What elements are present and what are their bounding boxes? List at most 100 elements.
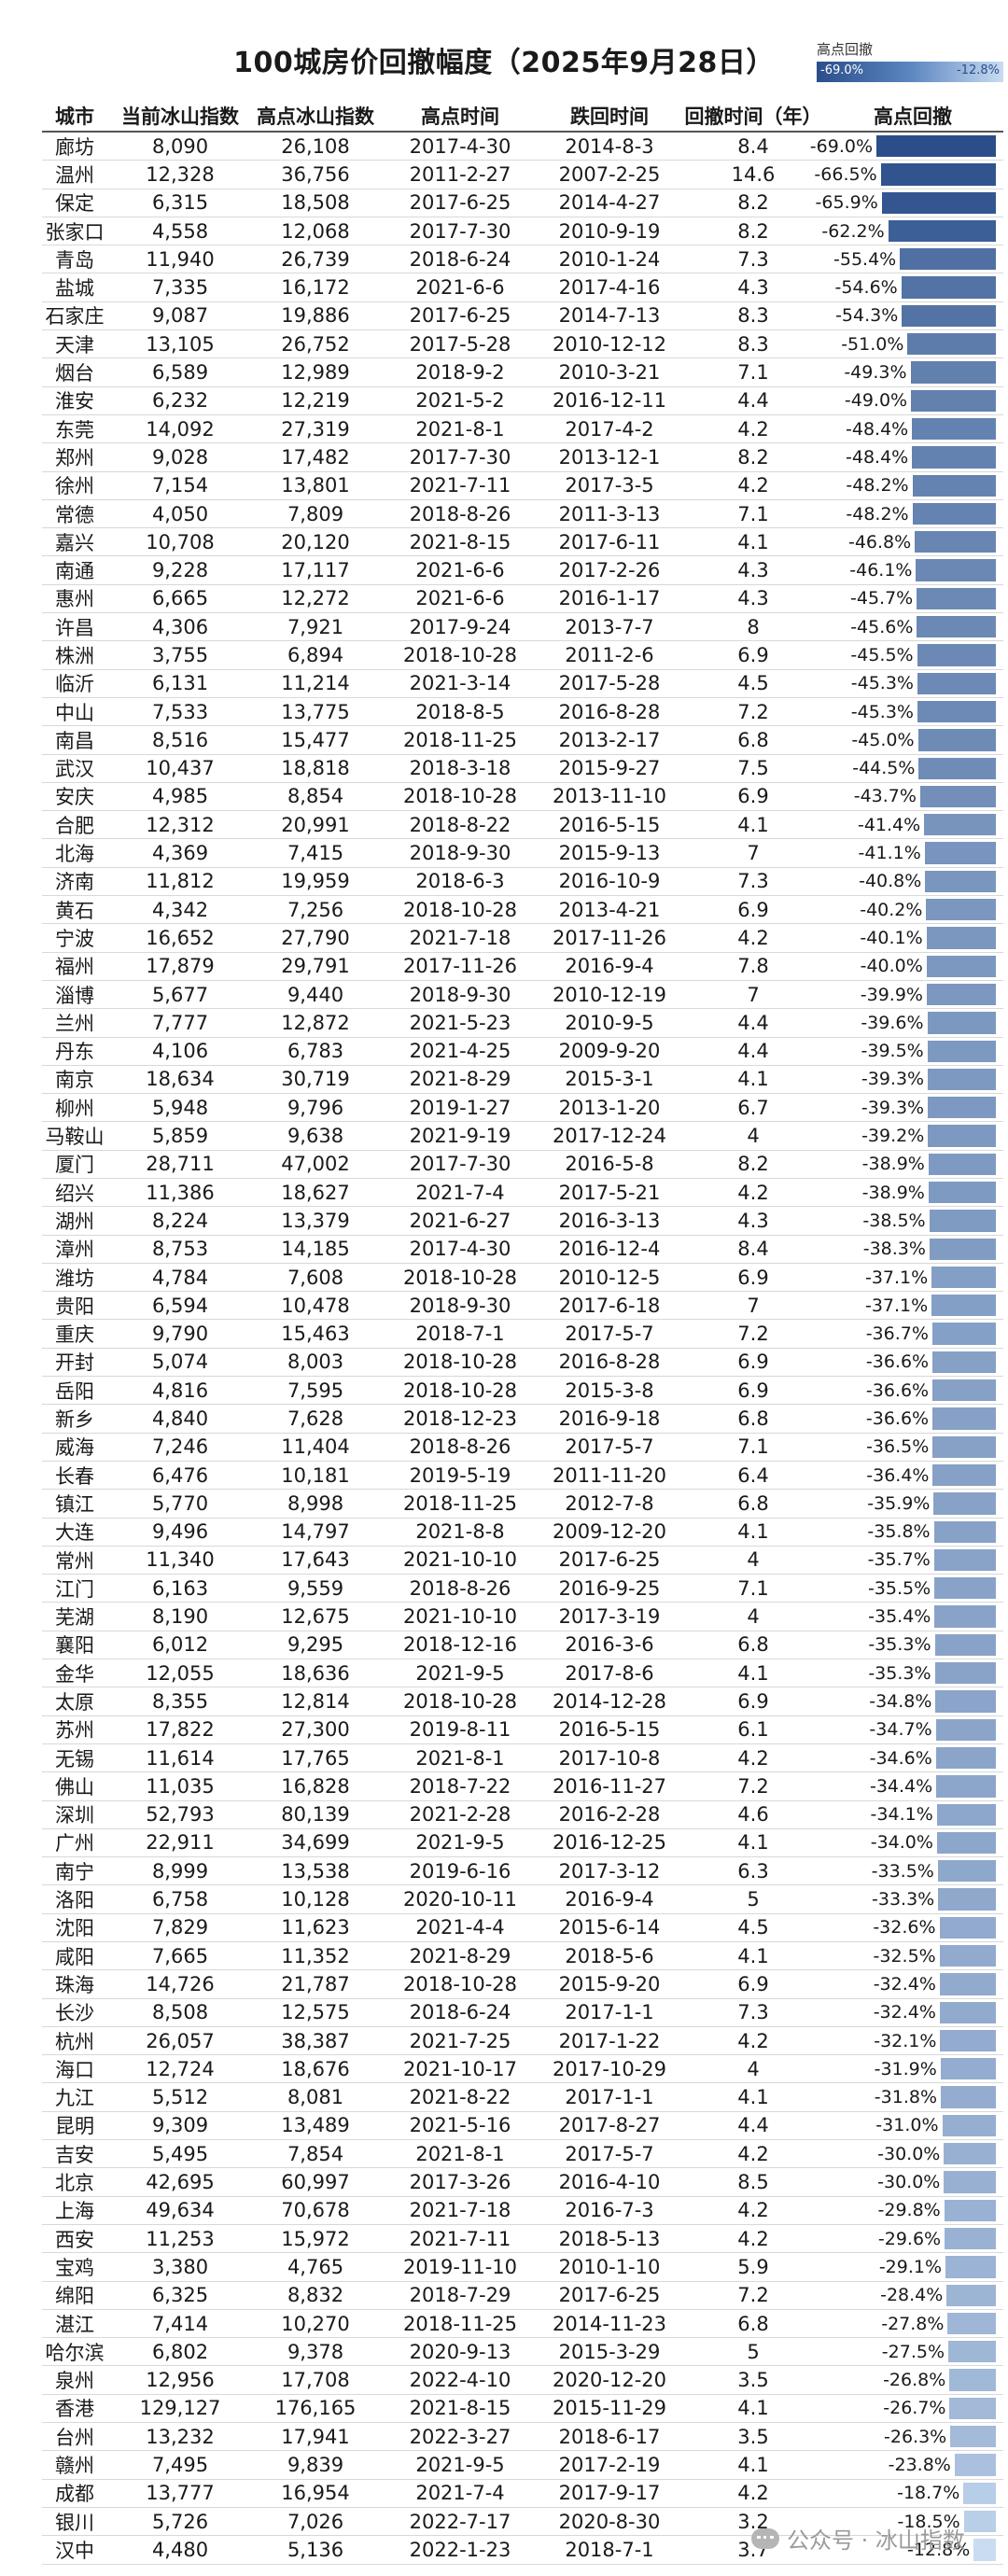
city-cell: 宁波 [55, 927, 94, 950]
table-row: 南通 9,228 17,117 2021-6-6 2017-2-26 4.3 -46.1% [42, 556, 1003, 585]
drop-bar [928, 1181, 996, 1204]
current-index-cell: 5,770 [151, 1491, 209, 1515]
city-cell: 贵阳 [55, 1295, 94, 1318]
drop-bar [932, 1435, 996, 1458]
city-cell: 上海 [55, 2200, 94, 2223]
drop-label: -69.0% [809, 135, 873, 157]
years-cell: 6.9 [737, 1266, 769, 1289]
drop-bar [888, 219, 996, 243]
peak-index-cell: 20,120 [281, 530, 350, 553]
fallback-date-cell: 2016-8-28 [558, 1351, 661, 1374]
current-index-cell: 5,677 [151, 983, 209, 1006]
peak-date-cell: 2018-7-1 [415, 1323, 505, 1346]
peak-date-cell: 2021-5-2 [415, 389, 505, 413]
years-cell: 7.3 [737, 2001, 769, 2024]
drop-cell: -34.8% [822, 1687, 1003, 1715]
city-cell: 南通 [55, 560, 94, 583]
drop-label: -23.8% [888, 2454, 951, 2475]
drop-cell: -18.7% [822, 2480, 1003, 2507]
peak-date-cell: 2021-7-4 [415, 1181, 505, 1204]
drop-cell: -39.6% [822, 1009, 1003, 1036]
table-row: 重庆 9,790 15,463 2018-7-1 2017-5-7 7.2 -36.7% [42, 1320, 1003, 1349]
peak-index-cell: 4,765 [287, 2255, 344, 2278]
city-cell: 深圳 [55, 1804, 94, 1827]
drop-label: -34.6% [869, 1747, 932, 1769]
peak-index-cell: 17,708 [281, 2369, 350, 2392]
drop-bar [917, 729, 996, 751]
current-index-cell: 8,224 [151, 1209, 209, 1232]
city-cell: 株洲 [55, 645, 94, 667]
table-row: 长春 6,476 10,181 2019-5-19 2011-11-20 6.4 -36.4… [42, 1462, 1003, 1491]
header-drop: 高点回撤 [874, 105, 952, 128]
drop-label: -45.3% [850, 701, 914, 722]
years-cell: 6.9 [737, 1689, 769, 1713]
years-cell: 4.1 [737, 1068, 769, 1091]
drop-cell: -48.4% [822, 443, 1003, 470]
drop-label: -34.1% [870, 1804, 933, 1826]
years-cell: 4.3 [737, 1209, 769, 1232]
city-cell: 北京 [55, 2172, 94, 2195]
header-peak-date: 高点时间 [421, 105, 499, 128]
peak-date-cell: 2021-9-19 [409, 1125, 511, 1148]
peak-date-cell: 2018-10-28 [402, 1351, 518, 1374]
city-cell: 湛江 [55, 2313, 94, 2336]
current-index-cell: 4,369 [151, 842, 209, 865]
city-cell: 潍坊 [55, 1267, 94, 1290]
peak-index-cell: 47,002 [281, 1153, 350, 1176]
peak-index-cell: 12,575 [281, 2001, 350, 2024]
peak-index-cell: 13,489 [281, 2114, 350, 2137]
table-row: 上海 49,634 70,678 2021-7-18 2016-7-3 4.2 -29.8% [42, 2197, 1003, 2225]
table-row: 成都 13,777 16,954 2021-7-4 2017-9-17 4.2 -18.7% [42, 2480, 1003, 2508]
drop-cell: -62.2% [821, 217, 1003, 245]
current-index-cell: 7,154 [151, 474, 209, 497]
drop-cell: -36.6% [822, 1349, 1003, 1376]
drop-cell: -45.5% [822, 641, 1003, 668]
peak-date-cell: 2018-8-22 [409, 813, 511, 836]
table-header: 城市 当前冰山指数 高点冰山指数 高点时间 跌回时间 回撤时间（年） 高点回撤 [42, 101, 1003, 133]
header-years: 回撤时间（年） [684, 105, 822, 128]
table-row: 香港 129,127 176,165 2021-8-15 2015-11-29 4.1 -2… [42, 2395, 1003, 2424]
years-cell: 6.8 [737, 1407, 769, 1430]
current-index-cell: 129,127 [139, 2397, 221, 2420]
peak-index-cell: 12,872 [281, 1011, 350, 1034]
current-index-cell: 12,055 [146, 1661, 215, 1685]
peak-date-cell: 2018-10-28 [402, 1379, 518, 1402]
watermark-text: 公众号 · 冰山指数 [787, 2527, 965, 2554]
current-index-cell: 9,228 [151, 559, 209, 582]
fallback-date-cell: 2010-12-5 [558, 1266, 661, 1289]
current-index-cell: 6,589 [151, 361, 209, 385]
fallback-date-cell: 2010-3-21 [558, 361, 661, 385]
drop-bar [941, 2086, 996, 2108]
table-row: 新乡 4,840 7,628 2018-12-23 2016-9-18 6.8 -36.6% [42, 1405, 1003, 1434]
drop-label: -46.8% [847, 531, 912, 553]
fallback-date-cell: 2016-9-4 [565, 1888, 654, 1911]
peak-index-cell: 19,886 [281, 304, 350, 328]
drop-label: -45.0% [851, 729, 915, 750]
drop-cell: -45.6% [822, 613, 1003, 640]
fallback-date-cell: 2017-5-7 [565, 1435, 654, 1459]
fallback-date-cell: 2016-12-25 [552, 1831, 667, 1855]
peak-index-cell: 29,791 [281, 955, 350, 978]
fallback-date-cell: 2010-12-12 [552, 332, 667, 356]
years-cell: 7.5 [737, 757, 769, 780]
drop-cell: -23.8% [822, 2451, 1003, 2478]
drop-cell: -35.3% [822, 1659, 1003, 1687]
current-index-cell: 8,508 [151, 2001, 209, 2024]
peak-date-cell: 2017-4-30 [409, 134, 511, 158]
fallback-date-cell: 2015-9-20 [558, 1972, 661, 1995]
drop-cell: -34.0% [822, 1829, 1003, 1856]
drop-cell: -27.8% [822, 2310, 1003, 2337]
peak-index-cell: 16,828 [281, 1774, 350, 1798]
fallback-date-cell: 2016-1-17 [558, 587, 661, 610]
peak-index-cell: 14,797 [281, 1520, 350, 1544]
drop-cell: -33.5% [822, 1857, 1003, 1884]
drop-label: -44.5% [852, 758, 916, 779]
drop-cell: -38.9% [822, 1179, 1003, 1206]
current-index-cell: 16,652 [146, 926, 215, 949]
peak-date-cell: 2022-4-10 [409, 2369, 511, 2392]
years-cell: 8.4 [737, 1238, 769, 1261]
drop-label: -48.4% [846, 446, 909, 468]
drop-bar [928, 1097, 996, 1119]
years-cell: 7 [747, 1294, 760, 1317]
current-index-cell: 11,386 [146, 1181, 215, 1204]
